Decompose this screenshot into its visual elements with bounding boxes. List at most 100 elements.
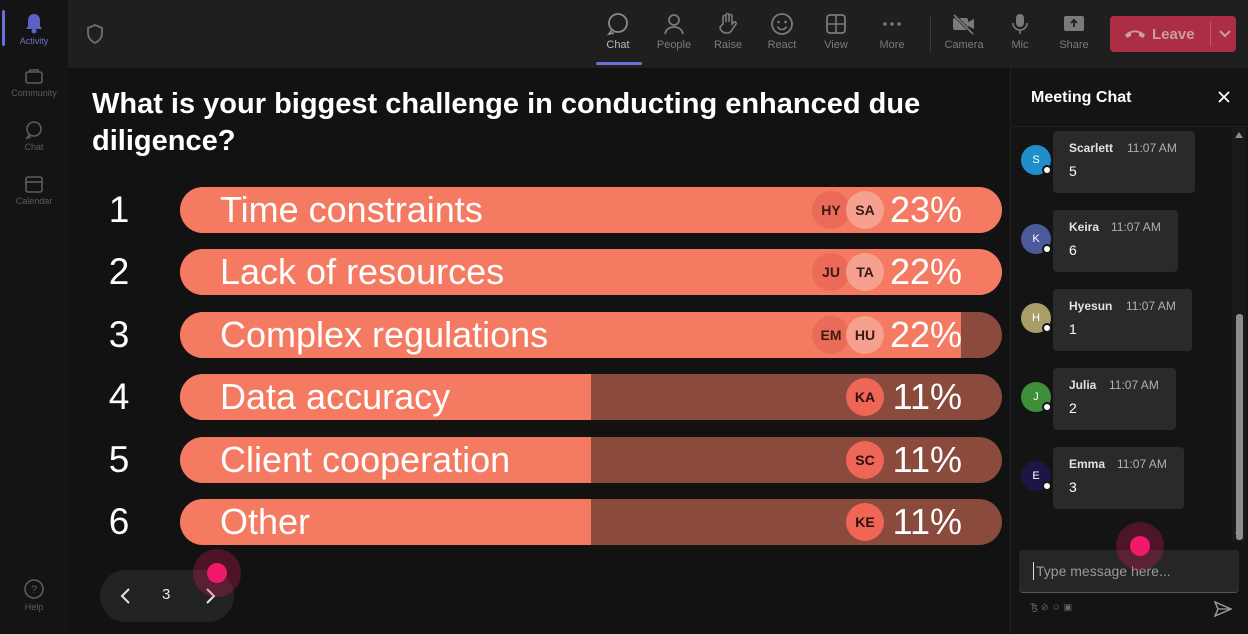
pointer-highlight [1116, 522, 1164, 570]
message-text: 3 [1069, 479, 1077, 495]
sender-name: Julia [1069, 378, 1097, 392]
option-bar: Client cooperation SC 11% [180, 437, 1002, 483]
message-bubble: Emma 11:07 AM 3 [1053, 447, 1184, 509]
rail-label: Community [11, 88, 57, 98]
sender-name: Hyesun [1069, 299, 1113, 313]
chat-icon [606, 13, 628, 36]
leave-button[interactable]: Leave [1110, 16, 1236, 52]
option-percentage: 11% [892, 439, 962, 480]
toolbar-label: Share [1059, 39, 1089, 51]
emoji-icon[interactable]: ☺ [1051, 602, 1064, 612]
sender-name: Emma [1069, 457, 1106, 471]
toolbar-label: Mic [1011, 39, 1029, 51]
poll-option-row: 3 Complex regulations EM HU 22% [68, 311, 1010, 359]
meeting-chat-panel: Meeting Chat S Scarlett 11:07 AM 5 K Kei… [1010, 68, 1248, 634]
toolbar-view-button[interactable]: View [812, 12, 860, 51]
rail-item-community[interactable]: Community [0, 68, 68, 98]
raise-hand-icon [719, 12, 737, 34]
poll-option-row: 1 Time constraints HY SA 23% [68, 186, 1010, 234]
option-label: Client cooperation [220, 439, 511, 480]
presence-dot [1042, 481, 1052, 491]
bell-icon [26, 14, 42, 34]
option-number: 2 [108, 251, 130, 292]
hang-up-icon [1125, 30, 1145, 38]
gif-icon[interactable]: ▣ [1063, 602, 1076, 612]
voter-avatar: JU [812, 253, 850, 291]
rail-label: Help [24, 602, 44, 612]
poll-option-row: 2 Lack of resources JU TA 22% [68, 248, 1010, 296]
toolbar-divider [930, 16, 931, 52]
scrollbar-thumb[interactable] [1236, 314, 1243, 540]
mic-icon [1012, 14, 1028, 34]
rail-item-chat[interactable]: Chat [0, 120, 68, 152]
voter-avatar: SA [846, 191, 884, 229]
active-tab-indicator [596, 62, 642, 65]
option-bar: Lack of resources JU TA 22% [180, 249, 1002, 295]
share-icon [1064, 16, 1084, 31]
toolbar-label: People [656, 39, 692, 51]
option-number: 3 [108, 314, 130, 355]
react-icon [771, 13, 793, 35]
chevron-down-icon[interactable] [1218, 26, 1232, 40]
toolbar-label: Camera [944, 39, 984, 51]
toolbar-people-button[interactable]: People [650, 12, 698, 51]
voter-avatar: KA [846, 378, 884, 416]
message-time: 11:07 AM [1117, 457, 1167, 471]
toolbar-label: More [879, 39, 905, 51]
chevron-left-icon[interactable] [116, 584, 136, 608]
message-time: 11:07 AM [1126, 299, 1176, 313]
toolbar-chat-button[interactable]: Chat [594, 12, 642, 51]
toolbar-raise-button[interactable]: Raise [704, 12, 752, 51]
option-bar: Complex regulations EM HU 22% [180, 312, 1002, 358]
message-text: 1 [1069, 321, 1077, 337]
presence-dot [1042, 323, 1052, 333]
chat-scrollbar[interactable] [1232, 128, 1246, 542]
meeting-toolbar: Chat People Raise React View More Camera… [68, 0, 1248, 68]
toolbar-camera-button[interactable]: Camera [940, 12, 988, 51]
toolbar-mic-button[interactable]: Mic [996, 12, 1044, 51]
voter-avatar: HY [812, 191, 850, 229]
community-icon [25, 69, 43, 84]
pointer-highlight [193, 549, 241, 597]
close-icon[interactable] [1217, 90, 1231, 104]
option-label: Lack of resources [220, 251, 505, 292]
rail-item-help[interactable]: ? Help [0, 578, 68, 612]
voter-avatar: HU [846, 316, 884, 354]
voter-avatar: SC [846, 441, 884, 479]
rail-item-activity[interactable]: Activity [0, 12, 68, 46]
toolbar-label: React [767, 39, 797, 51]
camera-off-icon [952, 13, 975, 36]
toolbar-react-button[interactable]: React [758, 12, 806, 51]
chat-icon [25, 121, 42, 140]
poll-stage: What is your biggest challenge in conduc… [68, 68, 1010, 634]
voter-avatar: TA [846, 253, 884, 291]
chevron-right-icon[interactable] [200, 584, 220, 608]
format-icon[interactable]: Ꜩ [1030, 602, 1041, 612]
message-text: 2 [1069, 400, 1077, 416]
toolbar-more-button[interactable]: More [868, 12, 916, 51]
toolbar-share-button[interactable]: Share [1050, 12, 1098, 51]
toolbar-label: Chat [606, 39, 630, 51]
message-text: 6 [1069, 242, 1077, 258]
scroll-down-arrow-icon[interactable] [1235, 532, 1243, 538]
attach-icon[interactable]: ⊘ [1040, 602, 1052, 612]
voter-avatar: KE [846, 503, 884, 541]
option-percentage: 11% [892, 501, 962, 542]
avatar: E [1021, 461, 1051, 491]
rail-item-calendar[interactable]: Calendar [0, 174, 68, 206]
voter-avatar: EM [812, 316, 850, 354]
message-input[interactable]: Type message here... [1019, 550, 1239, 593]
slide-pager: 3 [100, 570, 234, 622]
active-indicator [2, 10, 5, 46]
message-bubble: Julia 11:07 AM 2 [1053, 368, 1176, 430]
send-icon[interactable] [1214, 600, 1232, 618]
sender-name: Scarlett [1069, 141, 1114, 155]
rail-label: Calendar [15, 196, 53, 206]
shield-icon[interactable] [86, 24, 104, 44]
people-icon [664, 14, 684, 35]
option-percentage: 22% [889, 251, 962, 292]
scroll-up-arrow-icon[interactable] [1235, 132, 1243, 138]
message-time: 11:07 AM [1127, 141, 1177, 155]
chat-title: Meeting Chat [1031, 89, 1132, 106]
message-text: 5 [1069, 163, 1077, 179]
